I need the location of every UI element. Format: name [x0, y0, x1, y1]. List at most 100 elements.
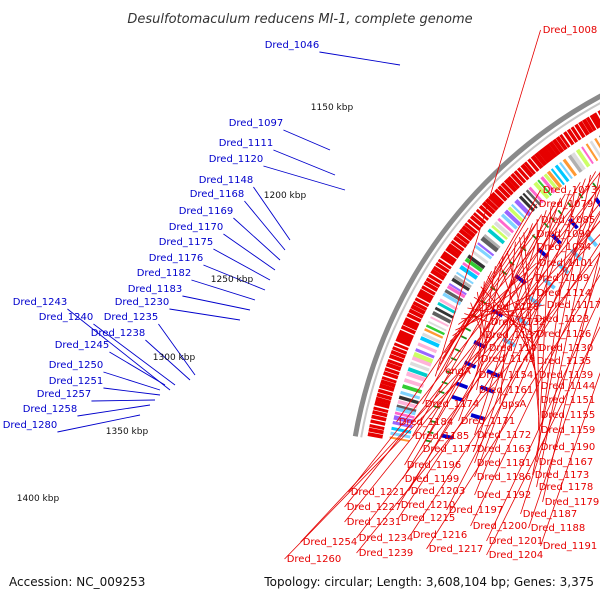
gene-label[interactable]: Dred_1254 — [303, 537, 358, 548]
gene-label[interactable]: Dred_1188 — [531, 523, 586, 534]
gene-label[interactable]: Dred_1117 — [547, 300, 600, 311]
gene-label[interactable]: Dred_1167 — [539, 457, 594, 468]
cog-feature — [510, 203, 527, 220]
gene-label[interactable]: Dred_1235 — [104, 312, 159, 323]
gene-label[interactable]: Dred_1215 — [401, 513, 456, 524]
gene-label[interactable]: Dred_1135 — [537, 356, 592, 367]
gene-label[interactable]: Dred_1109 — [535, 273, 590, 284]
gene-label[interactable]: Dred_1090 — [537, 229, 592, 240]
gene-label[interactable]: Dred_1132 — [491, 317, 546, 328]
gene-label[interactable]: Dred_1130 — [539, 343, 594, 354]
gene-label[interactable]: Dred_1101 — [539, 258, 594, 269]
gene-label[interactable]: Dred_1172 — [477, 430, 532, 441]
reverse-feature — [421, 285, 436, 296]
gene-label[interactable]: Dred_1243 — [13, 297, 68, 308]
gene-label[interactable]: Dred_1217 — [429, 544, 484, 555]
gene-label[interactable]: Dred_1178 — [539, 482, 594, 493]
gene-label[interactable]: Dred_1181 — [477, 458, 532, 469]
gene-label[interactable]: Dred_1126 — [537, 329, 592, 340]
gene-label[interactable]: Dred_1185 — [415, 431, 470, 442]
gene-label[interactable]: Dred_1250 — [49, 360, 104, 371]
gene-label[interactable]: Dred_1139 — [539, 370, 594, 381]
gene-label[interactable]: Dred_1170 — [169, 222, 224, 233]
cog-feature — [589, 140, 600, 159]
gene-label[interactable]: Dred_1154 — [479, 370, 534, 381]
gene-label[interactable]: Dred_1210 — [401, 500, 456, 511]
leader-line — [426, 274, 600, 550]
gene-label[interactable]: Dred_1257 — [37, 389, 92, 400]
gene-label[interactable]: Dred_1179 — [545, 497, 600, 508]
gene-label[interactable]: Dred_1171 — [461, 416, 516, 427]
gene-label[interactable]: Dred_1258 — [23, 404, 78, 415]
gene-label[interactable]: Dred_1169 — [179, 206, 234, 217]
gene-label[interactable]: Dred_1182 — [137, 268, 192, 279]
gene-label[interactable]: Dred_1155 — [541, 410, 596, 421]
gene-label[interactable]: Dred_1280 — [3, 420, 58, 431]
gene-label[interactable]: Dred_1191 — [543, 541, 598, 552]
gene-label[interactable]: Dred_1203 — [411, 486, 466, 497]
gene-label[interactable]: Dred_1260 — [287, 554, 342, 565]
gene-label[interactable]: Dred_1234 — [359, 533, 414, 544]
gene-label[interactable]: Dred_1230 — [115, 297, 170, 308]
gene-label[interactable]: Dred_1196 — [407, 460, 462, 471]
gene-label[interactable]: Dred_1073 — [543, 185, 598, 196]
leader-line — [91, 399, 156, 402]
gene-label[interactable]: Dred_1199 — [405, 474, 460, 485]
gene-label[interactable]: Dred_1120 — [209, 154, 264, 165]
gene-label[interactable]: Dred_1177 — [423, 444, 478, 455]
gene-label[interactable]: Dred_1123 — [535, 314, 590, 325]
gene-label[interactable]: Dred_1097 — [229, 118, 284, 129]
gene-label[interactable]: Dred_1240 — [39, 312, 94, 323]
gene-label[interactable]: Dred_1173 — [535, 470, 590, 481]
gene-label[interactable]: Dred_1251 — [49, 376, 104, 387]
leader-line — [244, 200, 286, 251]
leader-line — [356, 220, 600, 539]
reverse-feature — [527, 158, 540, 172]
gene-label[interactable]: Dred_1221 — [351, 487, 406, 498]
gene-label[interactable]: Dred_1079 — [539, 199, 594, 210]
gene-label[interactable]: Dred_1184 — [399, 417, 454, 428]
gene-label[interactable]: Dred_1239 — [359, 548, 414, 559]
gene-label[interactable]: Dred_1114 — [537, 288, 592, 299]
gene-label[interactable]: Dred_1046 — [265, 40, 320, 51]
gene-label[interactable]: Dred_1008 — [543, 25, 598, 36]
gene-label[interactable]: Dred_1176 — [149, 253, 204, 264]
gene-label[interactable]: Dred_1149 — [481, 354, 536, 365]
gene-label[interactable]: Dred_1201 — [489, 536, 544, 547]
leader-line — [223, 233, 276, 271]
gene-label[interactable]: Dred_1216 — [413, 530, 468, 541]
gene-label[interactable]: Dred_1141 — [489, 343, 544, 354]
gene-label[interactable]: Dred_1227 — [347, 502, 402, 513]
cog-feature — [392, 420, 413, 429]
gene-label[interactable]: gpsA — [502, 399, 527, 410]
gene-label[interactable]: Dred_1245 — [55, 340, 110, 351]
gene-label[interactable]: Dred_1111 — [219, 138, 274, 149]
reverse-feature — [455, 232, 470, 245]
gene-label[interactable]: Dred_1148 — [199, 175, 254, 186]
gene-label[interactable]: Dred_1175 — [159, 237, 214, 248]
cog-feature — [394, 411, 415, 419]
gene-label[interactable]: Dred_1186 — [477, 472, 532, 483]
gene-label[interactable]: Dred_1238 — [91, 328, 146, 339]
gene-label[interactable]: Dred_1094 — [537, 242, 592, 253]
gene-label[interactable]: Dred_1137 — [485, 330, 540, 341]
gene-label[interactable]: Dred_1168 — [190, 189, 245, 200]
gene-label[interactable]: Dred_1197 — [449, 505, 504, 516]
gene-label[interactable]: Dred_1161 — [479, 385, 534, 396]
gene-label[interactable]: Dred_1183 — [128, 284, 183, 295]
gene-label[interactable]: Dred_1204 — [489, 550, 544, 561]
gene-label[interactable]: Dred_1163 — [477, 444, 532, 455]
leader-line — [158, 323, 196, 376]
gene-label[interactable]: Dred_1231 — [347, 517, 402, 528]
gene-label[interactable]: Dred_1128 — [485, 302, 540, 313]
gene-label[interactable]: engA — [445, 366, 471, 377]
gene-label[interactable]: Dred_1187 — [523, 509, 578, 520]
gene-label[interactable]: Dred_1144 — [541, 381, 596, 392]
gene-label[interactable]: Dred_1151 — [541, 395, 596, 406]
gene-label[interactable]: Dred_1190 — [541, 442, 596, 453]
gene-label[interactable]: Dred_1192 — [477, 490, 532, 501]
gene-label[interactable]: Dred_1200 — [473, 521, 528, 532]
gene-label[interactable]: Dred_1159 — [541, 425, 596, 436]
gene-label[interactable]: Dred_1174 — [425, 399, 480, 410]
gene-label[interactable]: Dred_1085 — [541, 215, 596, 226]
